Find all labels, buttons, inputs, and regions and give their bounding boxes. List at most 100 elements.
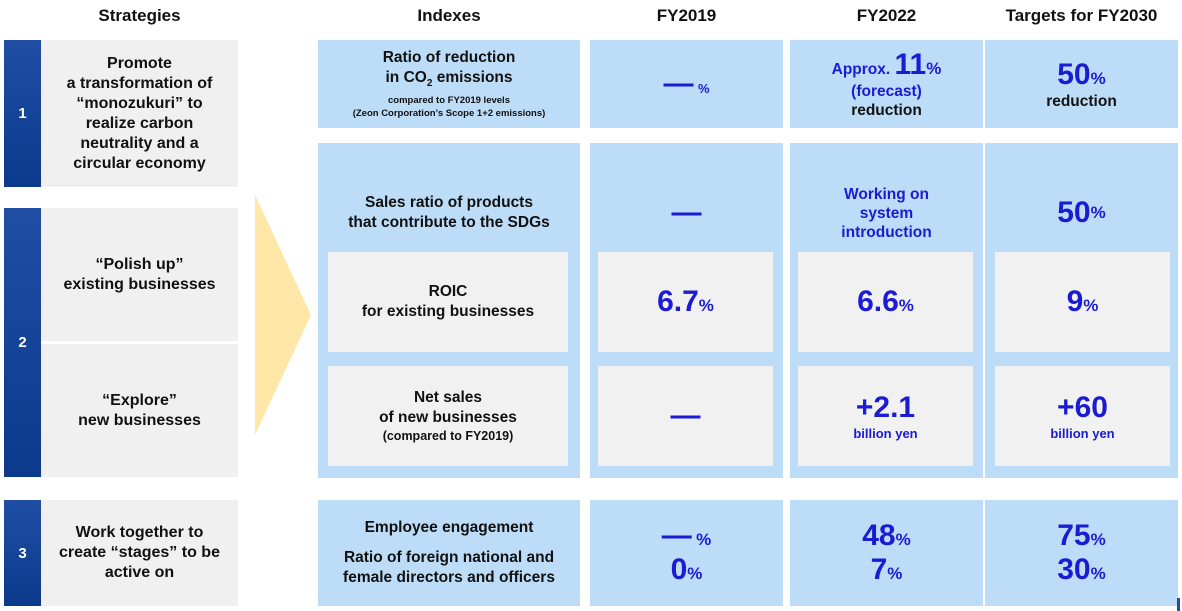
- fy2022-newbiz-unit: billion yen: [853, 425, 918, 441]
- strategy-2b-line: new businesses: [78, 411, 201, 429]
- strategy-3-line: create “stages” to be: [59, 544, 220, 561]
- fy2022-engagement-value: 48: [862, 519, 896, 552]
- index-newbiz-line: of new businesses: [379, 408, 517, 426]
- strategy-2b-line: “Explore”: [102, 391, 177, 409]
- index-newbiz-line: Net sales: [413, 388, 483, 406]
- strategy-1-line: neutrality and a: [80, 134, 199, 152]
- strategy-2a-line: existing businesses: [63, 275, 216, 293]
- target-people-cell: 75% 30%: [985, 500, 1178, 606]
- strategy-number-3: 3: [4, 500, 41, 606]
- fy2019-people-cell: — % 0%: [590, 500, 783, 606]
- strategy-1-line: circular economy: [73, 154, 206, 172]
- fy2019-newbiz-cell: —: [598, 366, 773, 466]
- fy2019-sdgs-value: —: [671, 196, 702, 229]
- index-people-box: Employee engagement Ratio of foreign nat…: [318, 500, 580, 606]
- strategy-2a-line: “Polish up”: [95, 255, 184, 273]
- index-sdgs-box: Sales ratio of products that contribute …: [318, 188, 580, 238]
- target-engagement-unit: %: [1090, 530, 1106, 549]
- target-engagement-value: 75: [1057, 519, 1091, 552]
- header-strategies: Strategies: [98, 6, 181, 25]
- target-directors-value: 30: [1057, 553, 1091, 586]
- index-co2-note: (Zeon Corporation’s Scope 1+2 emissions): [352, 108, 546, 120]
- index-co2-subtitle: in CO2 emissions: [385, 68, 513, 90]
- index-roic-line: for existing businesses: [361, 303, 535, 320]
- index-co2-title: Ratio of reduction: [382, 48, 516, 66]
- fy2019-co2-cell: — %: [590, 40, 783, 128]
- strategy-1-line: Promote: [107, 54, 172, 72]
- fy2022-co2-note: (forecast): [851, 83, 922, 100]
- chevron-arrow-icon: [255, 195, 311, 435]
- fy2019-roic-unit: %: [698, 296, 714, 315]
- fy2019-roic-value: 6.7: [657, 285, 699, 318]
- target-co2-unit: %: [1090, 68, 1106, 88]
- strategy-3-line: active on: [104, 564, 175, 581]
- fy2019-newbiz-value: —: [670, 399, 701, 432]
- target-co2-cell: 50% reduction: [985, 40, 1178, 128]
- fy2019-engagement-unit: %: [696, 530, 712, 549]
- target-newbiz-cell: +60 billion yen: [995, 366, 1170, 466]
- fy2022-roic-cell: 6.6%: [798, 252, 973, 352]
- fy2019-engagement-value: —: [661, 519, 692, 552]
- header-indexes: Indexes: [417, 6, 481, 25]
- strategy-3-box: Work together to create “stages” to be a…: [41, 500, 238, 606]
- fy2022-co2-cell: Approx. 11% (forecast) reduction: [790, 40, 983, 128]
- index-directors-line: Ratio of foreign national and: [343, 549, 555, 566]
- header-fy2022: FY2022: [856, 6, 917, 25]
- index-co2-note: compared to FY2019 levels: [388, 95, 510, 107]
- fy2022-engagement-unit: %: [895, 530, 911, 549]
- fy2022-co2-prefix: Approx.: [831, 61, 895, 78]
- header-targets: Targets for FY2030: [1005, 6, 1158, 25]
- fy2022-sdgs-line: system: [859, 204, 914, 222]
- fy2019-co2-value: —: [663, 67, 694, 100]
- strategy-1-line: realize carbon: [85, 114, 194, 132]
- fy2022-sdgs-cell: Working on system introduction: [790, 178, 983, 248]
- fy2022-sdgs-line: introduction: [841, 223, 932, 241]
- fy2022-people-cell: 48% 7%: [790, 500, 983, 606]
- strategy-2b-box: “Explore” new businesses: [41, 344, 238, 477]
- target-sdgs-value: 50: [1057, 196, 1091, 229]
- fy2022-roic-value: 6.6: [857, 285, 899, 318]
- index-co2-box: Ratio of reduction in CO2 emissions comp…: [318, 40, 580, 128]
- fy2022-sdgs-line: Working on: [844, 185, 929, 203]
- fy2019-roic-cell: 6.7%: [598, 252, 773, 352]
- fy2019-directors-value: 0: [670, 553, 688, 586]
- fy2022-newbiz-cell: +2.1 billion yen: [798, 366, 973, 466]
- header-fy2019: FY2019: [656, 6, 717, 25]
- fy2022-co2-unit: %: [926, 59, 942, 78]
- strategy-1-line: “monozukuri” to: [76, 94, 203, 112]
- index-roic-box: ROIC for existing businesses: [328, 252, 568, 352]
- target-sdgs-cell: 50%: [985, 188, 1178, 238]
- strategy-number-2: 2: [4, 208, 41, 477]
- index-directors-line: female directors and officers: [343, 569, 555, 586]
- target-newbiz-unit: billion yen: [1050, 425, 1115, 441]
- fy2022-roic-unit: %: [898, 296, 914, 315]
- index-sdgs-line: that contribute to the SDGs: [348, 214, 550, 231]
- target-co2-suffix: reduction: [1046, 92, 1117, 110]
- strategy-1-line: a transformation of: [66, 74, 213, 92]
- fy2022-directors-unit: %: [887, 564, 903, 583]
- index-engagement: Employee engagement: [364, 519, 534, 536]
- fy2019-directors-unit: %: [687, 564, 703, 583]
- fy2022-co2-suffix: reduction: [851, 102, 922, 119]
- fy2022-directors-value: 7: [870, 553, 888, 586]
- target-roic-cell: 9%: [995, 252, 1170, 352]
- index-roic-line: ROIC: [428, 283, 468, 300]
- fy2019-sdgs-cell: —: [590, 188, 783, 238]
- fy2022-newbiz-value: +2.1: [855, 390, 916, 424]
- strategy-number-1: 1: [4, 40, 41, 187]
- target-roic-value: 9: [1066, 285, 1084, 318]
- index-newbiz-box: Net sales of new businesses (compared to…: [328, 366, 568, 466]
- index-newbiz-note: (compared to FY2019): [382, 428, 514, 443]
- target-roic-unit: %: [1083, 296, 1099, 315]
- target-newbiz-value: +60: [1057, 390, 1108, 424]
- strategy-1-box: Promote a transformation of “monozukuri”…: [41, 40, 238, 187]
- index-sdgs-line: Sales ratio of products: [365, 194, 533, 211]
- fy2019-co2-unit: %: [697, 81, 710, 96]
- target-directors-unit: %: [1090, 564, 1106, 583]
- strategy-2a-box: “Polish up” existing businesses: [41, 208, 238, 341]
- corner-mark: [1177, 598, 1180, 611]
- strategy-3-line: Work together to: [75, 524, 204, 541]
- fy2022-co2-value: 11: [894, 48, 927, 81]
- target-sdgs-unit: %: [1090, 203, 1106, 222]
- target-co2-value: 50: [1057, 57, 1091, 91]
